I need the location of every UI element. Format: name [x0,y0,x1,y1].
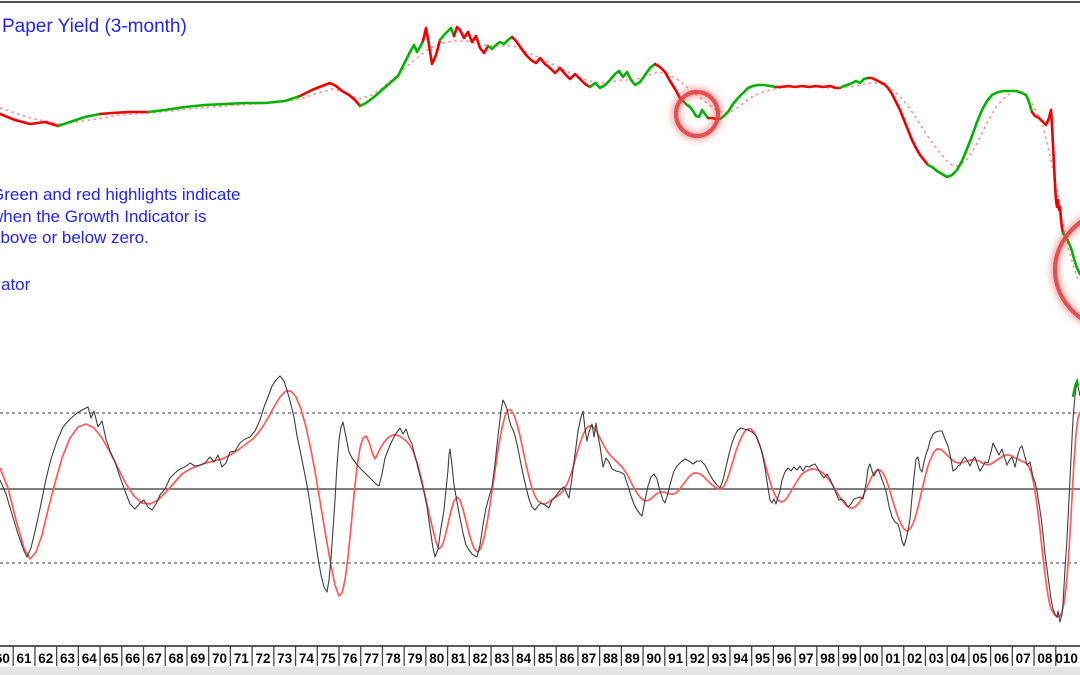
yield-line-red-segment [298,81,362,108]
x-axis-label: 70 [212,651,227,666]
x-axis-label: 82 [473,651,488,666]
x-axis-label: 60 [0,651,10,666]
highlight-circle-1992-dip [673,89,721,139]
x-axis-label: 83 [494,651,510,666]
yield-line-green-segment [718,83,778,121]
x-axis-label: 74 [299,651,315,666]
x-axis-label: 79 [408,651,423,666]
x-axis-label: 81 [451,651,467,666]
yield-line-red-segment [866,76,930,167]
x-axis-label: 91 [668,651,684,666]
x-axis-label: 06 [994,651,1010,666]
x-axis-label: 84 [516,651,532,666]
x-axis-label: 98 [820,651,836,666]
x-axis-label: 72 [255,651,270,666]
x-axis-label: 77 [364,651,379,666]
chart-title: Paper Yield (3-month) [2,16,187,37]
x-axis-label: 89 [625,651,640,666]
x-axis-label: 75 [321,651,337,666]
yield-line-red-segment [0,112,60,128]
x-axis-label: 94 [733,651,749,666]
x-axis-label: 64 [82,651,98,666]
x-axis-label: 96 [777,651,793,666]
x-axis-label: 05 [972,651,988,666]
top-border-line [0,1,1080,3]
yield-line-red-segment [774,84,842,90]
yield-line-green-segment [146,94,302,114]
x-axis-label: 78 [386,651,402,666]
indicator-spike-green-tip [1071,377,1080,398]
x-axis-label: 80 [429,651,444,666]
x-axis-label: 00 [864,651,879,666]
highlight-circle-2009-plunge [1052,219,1080,321]
x-axis-label: 61 [17,651,33,666]
x-axis-label: 95 [755,651,771,666]
x-axis-label: 71 [234,651,250,666]
yield-line-green-segment [926,89,1034,179]
annotation-line-2: when the Growth Indicator is [0,206,207,226]
x-axis-label: 76 [342,651,358,666]
x-axis-label: 93 [712,651,728,666]
x-axis-label: 65 [103,651,119,666]
yield-line-green-segment [56,112,102,128]
yield-line-green-segment [486,35,514,51]
indicator-smooth-line [0,390,1080,618]
annotation-line-3: above or below zero. [0,228,149,247]
yield-line-red-segment [510,35,592,89]
x-axis-label: 85 [538,651,554,666]
x-axis-label: 63 [60,651,76,666]
yield-line-green-segment [438,26,456,42]
x-axis-label: 73 [277,651,293,666]
annotation-line-1: Green and red highlights indicate [0,185,241,204]
x-axis-label: 66 [125,651,141,666]
yield-line-red-segment [98,110,150,116]
indicator-raw-line [0,375,1080,623]
x-axis-label: 07 [1016,651,1031,666]
yield-line-green-segment [838,76,870,90]
x-axis-label: 86 [560,651,576,666]
x-axis-label: 04 [951,651,967,666]
yield-smoothed-dotted-line [0,40,1080,283]
x-axis-label: 01 [885,651,901,666]
x-axis-label: 68 [169,651,185,666]
x-axis-label: 03 [929,651,945,666]
x-axis-label: 08 [1037,651,1053,666]
x-axis-label: 92 [690,651,705,666]
x-axis-label: 62 [38,651,53,666]
x-axis-label: 87 [581,651,596,666]
yield-line-red-segment [452,25,490,55]
x-axis-label: 010 [1055,651,1078,666]
x-axis-label: 02 [907,651,922,666]
yield-line-red-segment [1030,108,1065,235]
page-background-strip [0,667,1080,675]
growth-indicator-label-fragment: ator [1,275,31,294]
x-axis-label: 97 [798,651,813,666]
x-axis-label: 67 [147,651,162,666]
yield-line-red-segment [421,26,442,66]
x-axis-label: 90 [646,651,661,666]
annotation-text: Green and red highlights indicate when t… [0,184,241,249]
x-axis-label: 99 [842,651,857,666]
x-axis-label: 88 [603,651,619,666]
x-axis-label: 69 [190,651,205,666]
yield-line-green-segment [358,39,425,108]
yield-line-green-segment [682,100,710,120]
yield-line-green-segment [588,62,657,90]
